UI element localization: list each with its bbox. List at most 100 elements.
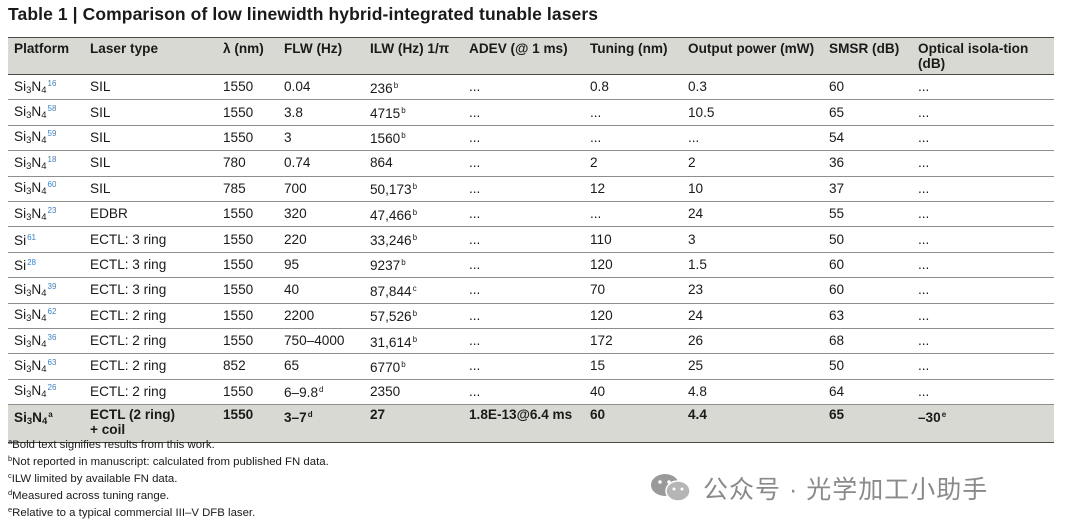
cell-platform: Si3N439 <box>8 277 84 304</box>
platform-sub-3: 3 <box>26 84 32 96</box>
cell-value: SIL <box>90 79 111 95</box>
platform-name: Si <box>14 233 27 249</box>
platform-sub-4: 4 <box>41 135 47 147</box>
column-header-text: Output power (mW) <box>688 41 815 56</box>
reference-number: 16 <box>47 78 57 88</box>
footnote-mark: d <box>307 410 313 420</box>
cell-adev: 1.8E-13@6.4 ms <box>463 404 584 444</box>
cell-adev: ... <box>463 353 584 380</box>
reference-number: 59 <box>47 129 57 139</box>
footnote-mark: b <box>401 131 406 141</box>
cell-value: 780 <box>223 155 246 171</box>
cell-value: 47,466 <box>370 207 412 223</box>
platform-sub-4: 4 <box>41 110 47 122</box>
cell-platform: Si3N459 <box>8 125 84 152</box>
footnote-mark: a <box>8 437 13 446</box>
cell-tuning: 70 <box>584 277 682 304</box>
cell-value: 1550 <box>223 333 254 349</box>
cell-platform: Si3N460 <box>8 176 84 202</box>
cell-laser: ECTL: 2 ring <box>84 303 217 329</box>
cell-value: 120 <box>590 307 613 323</box>
cell-value: ... <box>918 333 930 349</box>
table-row: Si3N416 SIL 1550 0.04 236b... 0.8 0.3 60... <box>8 74 1054 101</box>
footnote-mark: b <box>393 80 399 90</box>
reference-number: 63 <box>47 357 57 367</box>
cell-flw: 700 <box>278 176 364 202</box>
cell-value: 3 <box>284 129 292 145</box>
cell-iso: ... <box>912 125 1054 152</box>
cell-lambda: 780 <box>217 150 278 177</box>
cell-smsr: 54 <box>823 125 912 152</box>
cell-adev: ... <box>463 201 584 228</box>
cell-value: EDBR <box>90 206 128 222</box>
reference-number: 26 <box>47 383 57 393</box>
cell-value: 700 <box>284 180 307 196</box>
cell-value: ... <box>590 104 602 120</box>
platform-si: Si <box>14 332 27 348</box>
table-row: Si3N459 SIL 1550 3 1560b......... 54... <box>8 125 1054 152</box>
cell-smsr: 60 <box>823 252 912 279</box>
cell-ilw: 2350 <box>364 379 463 406</box>
cell-flw: 6–9.8d <box>278 379 364 406</box>
cell-iso: ... <box>912 303 1054 329</box>
cell-laser: SIL <box>84 74 217 101</box>
cell-value: 24 <box>688 307 704 323</box>
cell-smsr: 64 <box>823 379 912 406</box>
platform-sub-4: 4 <box>41 287 47 299</box>
cell-flw: 40 <box>278 277 364 304</box>
cell-value: 64 <box>829 383 845 399</box>
cell-adev: ... <box>463 303 584 329</box>
footnote-mark: c <box>8 471 12 480</box>
cell-laser: ECTL: 3 ring <box>84 226 217 253</box>
footnote: aBold text signifies results from this w… <box>8 437 215 451</box>
reference-number: 60 <box>47 180 57 190</box>
cell-iso: ... <box>912 176 1054 202</box>
cell-value: 6770 <box>370 359 401 375</box>
cell-platform: Si3N458 <box>8 99 84 126</box>
cell-smsr: 60 <box>823 277 912 304</box>
cell-value: ECTL: 2 ring <box>90 333 167 349</box>
cell-adev: ... <box>463 226 584 253</box>
platform-si: Si <box>14 104 27 120</box>
cell-power: ... <box>682 125 823 152</box>
cell-iso: ... <box>912 353 1054 380</box>
cell-smsr: 63 <box>823 303 912 329</box>
cell-value: SIL <box>90 180 111 196</box>
cell-value: ... <box>688 129 700 145</box>
cell-smsr: 60 <box>823 74 912 101</box>
cell-value: ECTL: 3 ring <box>90 256 167 272</box>
cell-value: ... <box>918 307 930 323</box>
platform-n: N <box>32 410 42 426</box>
comparison-table: Platform Laser type λ (nm) FLW (Hz) ILW (Hz)… <box>8 37 1054 444</box>
cell-value: 12 <box>590 180 606 196</box>
column-header: Optical isola-tion (dB) <box>912 37 1054 75</box>
footnote: eRelative to a typical commercial III–V … <box>8 505 255 519</box>
column-header: SMSR (dB) <box>823 37 912 75</box>
cell-platform: Si3N418 <box>8 150 84 177</box>
table-row: Si28 ECTL: 3 ring 1550 95 9237b... 120 1.5 60..… <box>8 252 1054 279</box>
cell-value: 3 <box>688 231 696 247</box>
platform-sub-4: 4 <box>41 389 47 401</box>
cell-value: 10 <box>688 180 704 196</box>
cell-laser: SIL <box>84 176 217 202</box>
cell-iso: ... <box>912 226 1054 253</box>
cell-value: 236 <box>370 80 393 96</box>
footnote-mark: b <box>8 454 13 463</box>
cell-tuning: ... <box>584 99 682 126</box>
cell-value: ... <box>918 358 930 374</box>
cell-value: 4715 <box>370 106 401 122</box>
footnote-mark: d <box>319 385 324 395</box>
platform-sub-3: 3 <box>26 287 32 299</box>
table-row: Si61 ECTL: 3 ring 1550 220 33,246b... 110 3 50.… <box>8 226 1054 253</box>
cell-smsr: 50 <box>823 226 912 253</box>
cell-value: ECTL: 3 ring <box>90 282 167 298</box>
table-row: Si3N463 ECTL: 2 ring 852 65 6770b... 15 25 50..… <box>8 353 1054 380</box>
column-header: FLW (Hz) <box>278 37 364 75</box>
cell-value: ... <box>918 206 930 222</box>
cell-value: 65 <box>829 407 845 423</box>
cell-iso: ... <box>912 379 1054 406</box>
cell-lambda: 1550 <box>217 277 278 304</box>
footnote-text: Measured across tuning range. <box>12 490 170 502</box>
cell-ilw: 27 <box>364 404 463 444</box>
cell-laser: ECTL (2 ring) + coil <box>84 404 217 444</box>
